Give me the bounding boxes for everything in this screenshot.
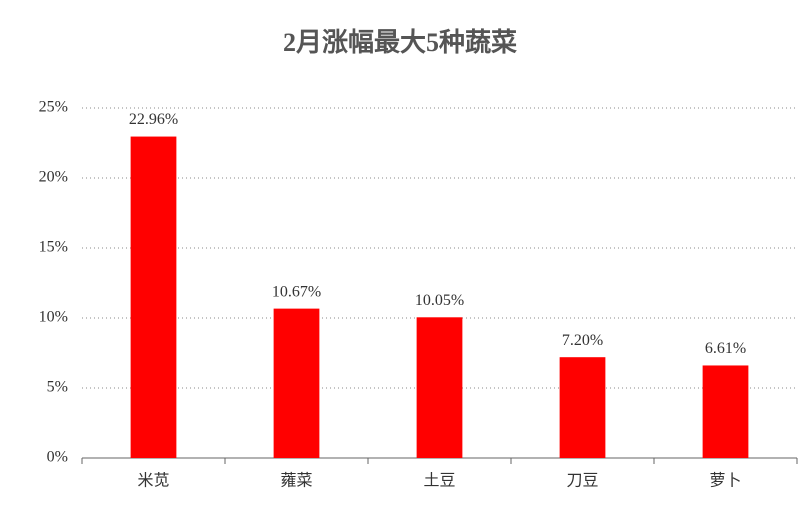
x-tick-label: 土豆 [423,472,455,490]
y-tick-label: 15% [39,239,68,256]
value-label: 7.20% [562,332,603,349]
value-label: 22.96% [129,111,178,128]
y-tick-label: 5% [47,379,68,396]
bar [559,357,606,458]
value-label: 10.67% [272,283,321,300]
x-tick-label: 萝卜 [709,472,741,490]
bar [273,308,320,458]
bar [130,136,177,458]
x-tick-label: 刀豆 [566,473,598,490]
bar [702,365,749,458]
value-label: 6.61% [705,340,746,357]
bar [416,317,463,458]
x-tick-label: 米苋 [137,472,169,490]
value-label: 10.05% [415,292,464,309]
y-tick-label: 0% [47,449,68,466]
y-tick-label: 10% [39,309,68,326]
y-tick-label: 25% [39,99,68,116]
chart-title: 2月涨幅最大5种蔬菜 [283,28,517,57]
y-tick-label: 20% [39,169,68,186]
x-tick-label: 蕹菜 [280,472,312,490]
